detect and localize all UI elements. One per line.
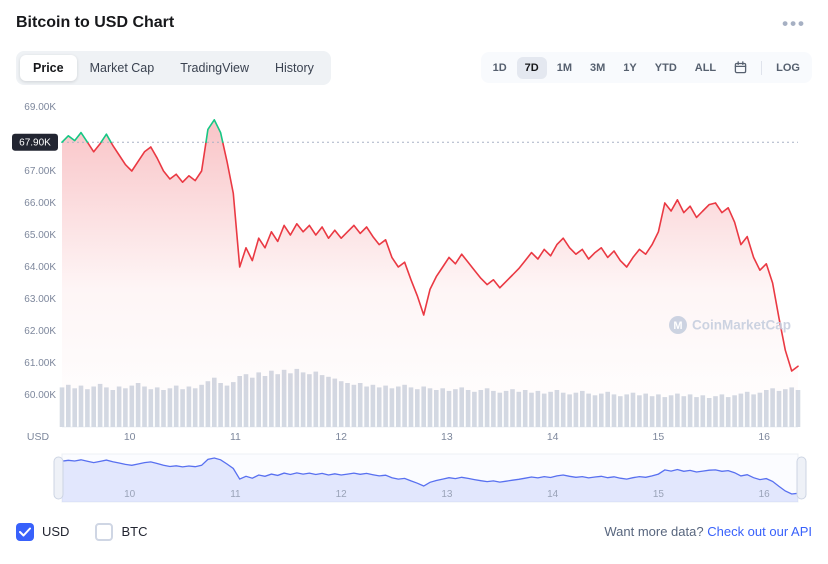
tab-tradingview[interactable]: TradingView [180, 60, 249, 75]
api-link[interactable]: Check out our API [707, 524, 812, 539]
price-chart[interactable]: 69.00K 67.90K 67.00K 66.00K 65.00K 64.00K 63.0… [0, 95, 828, 447]
y-axis-label: 65.00K [24, 230, 56, 241]
more-options-button[interactable]: ••• [782, 14, 806, 33]
navigator-handle-right[interactable] [796, 456, 807, 499]
navigator-line [61, 456, 799, 495]
range-all-button[interactable]: ALL [694, 61, 717, 74]
navigator-x-label: 11 [230, 489, 241, 500]
watermark-text: CoinMarketCap [692, 317, 791, 332]
currency-toggles: USD BTC [16, 522, 148, 541]
price-area-fill [62, 119, 798, 427]
y-axis-unit-label: USD [27, 431, 50, 443]
page-title: Bitcoin to USD Chart [16, 14, 175, 31]
chart-type-tabs: Price Market Cap TradingView History [16, 50, 331, 85]
navigator-x-label: 14 [547, 489, 559, 500]
chart-navigator[interactable]: 10 11 12 13 14 15 16 [0, 452, 828, 506]
tab-price[interactable]: Price [20, 54, 77, 81]
y-axis-label: 67.00K [24, 166, 56, 177]
x-axis-label: 15 [653, 431, 665, 443]
y-axis-label: 61.00K [24, 358, 56, 369]
range-ytd-button[interactable]: YTD [654, 61, 677, 74]
usd-checkbox-checked[interactable] [16, 522, 34, 541]
chart-area: 69.00K 67.90K 67.00K 66.00K 65.00K 64.00K 63.0… [0, 95, 828, 511]
calendar-icon [734, 61, 747, 74]
navigator-area-fill [62, 457, 798, 502]
coinmarketcap-logo-icon [669, 315, 687, 334]
watermark-logo-letter: M [673, 320, 682, 332]
footer: USD BTC Want more data? Check out our AP… [0, 522, 828, 541]
y-axis-label: 63.00K [24, 294, 56, 305]
range-1m-button[interactable]: 1M [556, 61, 573, 74]
y-axis-label: 69.00K [24, 102, 56, 113]
calendar-button[interactable] [726, 56, 755, 79]
tab-history[interactable]: History [275, 60, 314, 75]
y-axis-label: 60.00K [24, 390, 56, 401]
range-1y-button[interactable]: 1Y [623, 61, 637, 74]
y-axis-label: 66.00K [24, 198, 56, 209]
x-axis-label: 10 [124, 431, 136, 443]
usd-toggle[interactable]: USD [16, 522, 70, 541]
navigator-x-label: 15 [653, 489, 665, 500]
price-line-up [61, 118, 224, 143]
cta-text: Want more data? [604, 524, 704, 539]
usd-toggle-label: USD [42, 524, 70, 539]
time-range-controls: 1D 7D 1M 3M 1Y YTD ALL LOG [480, 52, 812, 83]
range-1d-button[interactable]: 1D [492, 61, 507, 74]
navigator-background [61, 453, 799, 502]
y-axis-label: 64.00K [24, 262, 56, 273]
y-axis-label: 62.00K [24, 326, 56, 337]
price-line-down [86, 140, 799, 372]
open-price-badge-label: 67.90K [19, 137, 51, 148]
toolbar: Price Market Cap TradingView History 1D … [0, 50, 828, 85]
log-scale-button[interactable]: LOG [776, 61, 800, 74]
x-axis-label: 16 [758, 431, 770, 443]
navigator-x-label: 10 [124, 489, 136, 500]
btc-checkbox-unchecked[interactable] [95, 522, 114, 541]
navigator-x-label: 12 [336, 489, 348, 500]
btc-toggle[interactable]: BTC [95, 522, 148, 541]
navigator-x-label: 16 [759, 489, 771, 500]
api-cta: Want more data? Check out our API [604, 524, 812, 539]
btc-toggle-label: BTC [121, 524, 148, 539]
navigator-x-label: 13 [441, 489, 453, 500]
range-3m-button[interactable]: 3M [590, 61, 606, 74]
navigator-handle-left[interactable] [53, 456, 64, 499]
coinmarketcap-watermark: M CoinMarketCap [669, 315, 791, 334]
x-axis-label: 12 [335, 431, 347, 443]
x-axis-label: 11 [230, 431, 241, 443]
tab-market-cap[interactable]: Market Cap [89, 60, 155, 75]
header: Bitcoin to USD Chart ••• [0, 0, 828, 35]
range-7d-button[interactable]: 7D [516, 56, 547, 79]
divider [761, 60, 763, 75]
x-axis-label: 14 [547, 431, 559, 443]
open-price-badge [12, 133, 58, 151]
check-icon [19, 527, 31, 536]
x-axis-label: 13 [441, 431, 453, 443]
